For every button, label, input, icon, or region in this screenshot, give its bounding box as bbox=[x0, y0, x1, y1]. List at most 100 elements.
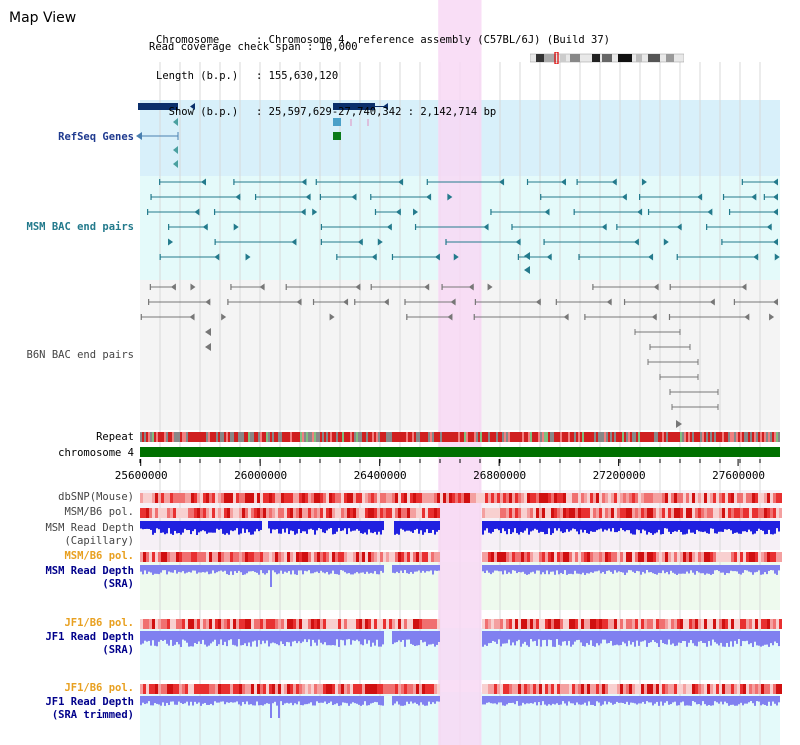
polymorphism-cell bbox=[707, 552, 710, 562]
depth-bar bbox=[710, 521, 712, 529]
depth-bar bbox=[538, 565, 540, 571]
repeat-segment bbox=[504, 432, 506, 442]
depth-bar bbox=[214, 565, 216, 574]
repeat-segment bbox=[502, 432, 504, 442]
repeat-segment bbox=[348, 432, 350, 442]
polymorphism-cell bbox=[146, 619, 149, 629]
polymorphism-cell bbox=[374, 684, 377, 694]
polymorphism-cell bbox=[488, 493, 491, 503]
polymorphism-cell bbox=[371, 552, 374, 562]
depth-bar bbox=[262, 696, 264, 706]
depth-bar bbox=[394, 521, 396, 535]
bac-end-arrow bbox=[189, 313, 195, 321]
polymorphism-cell bbox=[581, 493, 584, 503]
depth-bar bbox=[176, 631, 178, 642]
repeat-segment bbox=[560, 432, 562, 442]
polymorphism-cell bbox=[389, 508, 392, 518]
polymorphism-cell bbox=[737, 508, 740, 518]
depth-bar bbox=[422, 521, 424, 535]
polymorphism-cell bbox=[536, 493, 539, 503]
polymorphism-cell bbox=[215, 508, 218, 518]
polymorphism-cell bbox=[692, 552, 695, 562]
depth-bar bbox=[544, 521, 546, 535]
depth-bar bbox=[524, 565, 526, 574]
depth-bar bbox=[220, 565, 222, 571]
repeat-segment bbox=[358, 432, 360, 442]
depth-bar bbox=[356, 521, 358, 530]
repeat-segment bbox=[508, 432, 510, 442]
depth-bar bbox=[200, 631, 202, 644]
repeat-segment bbox=[300, 432, 302, 442]
polymorphism-cell bbox=[581, 684, 584, 694]
depth-bar bbox=[752, 696, 754, 704]
bac-end-arrow bbox=[676, 420, 682, 428]
bac-end-arrow bbox=[563, 313, 569, 321]
polymorphism-cell bbox=[656, 619, 659, 629]
depth-bar bbox=[186, 631, 188, 643]
polymorphism-cell bbox=[290, 508, 293, 518]
repeat-segment bbox=[742, 432, 744, 442]
polymorphism-cell bbox=[644, 508, 647, 518]
depth-bar bbox=[316, 521, 318, 531]
depth-bar bbox=[380, 696, 382, 706]
depth-bar bbox=[556, 565, 558, 571]
polymorphism-cell bbox=[140, 552, 143, 562]
polymorphism-cell bbox=[401, 684, 404, 694]
depth-bar bbox=[670, 631, 672, 645]
depth-bar bbox=[576, 565, 578, 574]
depth-bar bbox=[290, 521, 292, 531]
polymorphism-cell bbox=[686, 552, 689, 562]
chromosome-ideogram[interactable] bbox=[530, 52, 684, 64]
polymorphism-cell bbox=[329, 552, 332, 562]
repeat-segment bbox=[580, 432, 582, 442]
depth-bar bbox=[484, 565, 486, 574]
depth-bar bbox=[220, 521, 222, 529]
depth-bar bbox=[610, 631, 612, 641]
polymorphism-cell bbox=[572, 619, 575, 629]
polymorphism-cell bbox=[254, 552, 257, 562]
depth-bar bbox=[688, 521, 690, 530]
depth-bar bbox=[500, 521, 502, 534]
depth-bar bbox=[186, 521, 188, 531]
repeat-segment bbox=[206, 432, 208, 442]
depth-bar bbox=[514, 565, 516, 571]
depth-bar bbox=[318, 565, 320, 574]
polymorphism-cell bbox=[563, 493, 566, 503]
polymorphism-cell bbox=[587, 508, 590, 518]
repeat-segment bbox=[208, 432, 210, 442]
polymorphism-cell bbox=[671, 684, 674, 694]
polymorphism-cell bbox=[329, 508, 332, 518]
repeat-segment bbox=[738, 432, 740, 442]
polymorphism-cell bbox=[401, 619, 404, 629]
depth-bar bbox=[666, 696, 668, 702]
depth-bar bbox=[406, 696, 408, 702]
depth-bar bbox=[326, 565, 328, 572]
repeat-segment bbox=[210, 432, 212, 442]
depth-bar bbox=[430, 565, 432, 571]
depth-bar bbox=[636, 696, 638, 705]
polymorphism-cell bbox=[419, 493, 422, 503]
depth-bar bbox=[502, 521, 504, 529]
depth-bar bbox=[350, 696, 352, 704]
depth-bar bbox=[658, 696, 660, 706]
depth-bar bbox=[642, 631, 644, 642]
polymorphism-cell bbox=[338, 552, 341, 562]
polymorphism-cell bbox=[269, 493, 272, 503]
depth-bar bbox=[340, 696, 342, 706]
polymorphism-cell bbox=[656, 508, 659, 518]
polymorphism-cell bbox=[539, 508, 542, 518]
depth-bar bbox=[572, 631, 574, 645]
depth-bar bbox=[644, 696, 646, 704]
polymorphism-cell bbox=[590, 619, 593, 629]
polymorphism-cell bbox=[650, 493, 653, 503]
repeat-segment bbox=[574, 432, 576, 442]
depth-bar bbox=[484, 521, 486, 531]
depth-bar bbox=[600, 631, 602, 644]
polymorphism-cell bbox=[755, 508, 758, 518]
depth-bar bbox=[590, 631, 592, 641]
depth-bar bbox=[294, 696, 296, 704]
depth-bar bbox=[410, 565, 412, 573]
bac-end-arrow bbox=[301, 178, 307, 186]
